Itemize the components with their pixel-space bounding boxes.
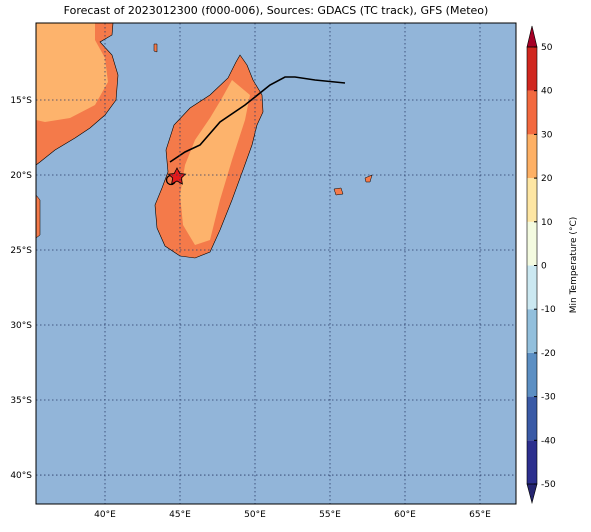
lat-label: 15°S xyxy=(10,96,32,106)
lat-label: 35°S xyxy=(10,396,32,406)
ocean xyxy=(36,23,516,504)
colorbar-tick-label: 30 xyxy=(541,130,553,140)
lat-label: 25°S xyxy=(10,246,32,256)
tc-track xyxy=(169,76,346,163)
lat-label: 30°S xyxy=(10,321,32,331)
colorbar-band xyxy=(527,265,537,310)
colorbar-band xyxy=(527,440,537,484)
lat-label: 40°S xyxy=(10,471,32,481)
lon-label: 40°E xyxy=(94,510,116,520)
colorbar: -50 -40 -30 -20 -10 0 10 20 30 40 50 xyxy=(526,25,556,505)
islands xyxy=(153,43,373,196)
map xyxy=(35,22,517,505)
colorbar-tick-label: -30 xyxy=(541,393,556,403)
colorbar-band xyxy=(527,396,537,441)
colorbar-tick-label: -20 xyxy=(541,349,556,359)
colorbar-extend-low xyxy=(526,483,538,505)
africa-coast xyxy=(35,194,41,239)
colorbar-tick-label: -10 xyxy=(541,305,556,315)
colorbar-band xyxy=(527,90,537,135)
colorbar-band xyxy=(527,47,537,91)
colorbar-band xyxy=(527,178,537,222)
colorbar-band xyxy=(527,221,537,266)
colorbar-extend-high xyxy=(526,25,538,48)
colorbar-band xyxy=(527,134,537,179)
lon-label: 50°E xyxy=(244,510,266,520)
colorbar-tick-label: 50 xyxy=(541,43,553,53)
lon-label: 65°E xyxy=(469,510,491,520)
colorbar-band xyxy=(527,309,537,353)
highland-zone xyxy=(180,80,250,245)
colorbar-tick-label: 0 xyxy=(541,262,547,272)
colorbar-label: Min Temperature (°C) xyxy=(569,217,579,314)
lon-label: 60°E xyxy=(394,510,416,520)
colorbar-tick-label: 10 xyxy=(541,218,553,228)
lon-label: 55°E xyxy=(319,510,341,520)
colorbar-tick-label: -40 xyxy=(541,436,556,446)
lat-label: 20°S xyxy=(10,171,32,181)
lon-label: 45°E xyxy=(169,510,191,520)
map-frame xyxy=(35,22,517,505)
graticule xyxy=(36,23,516,504)
africa-warm-zone xyxy=(36,23,108,122)
colorbar-band xyxy=(527,352,537,397)
colorbar-tick-label: -50 xyxy=(541,480,556,490)
colorbar-tick-label: 20 xyxy=(541,174,553,184)
colorbar-tick-label: 40 xyxy=(541,87,553,97)
title: Forecast of 2023012300 (f000-006), Sourc… xyxy=(64,4,489,17)
storm-star xyxy=(167,167,187,185)
